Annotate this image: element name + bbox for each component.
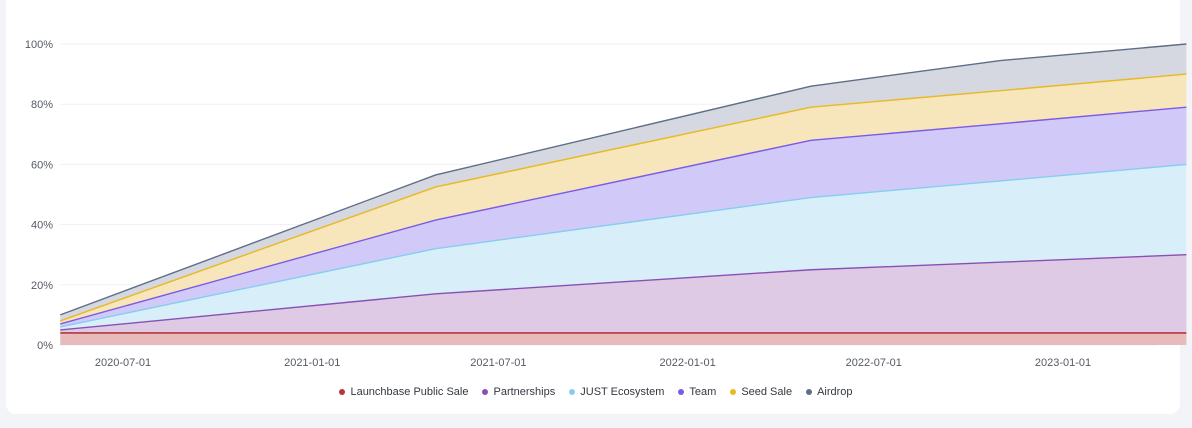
areas bbox=[60, 44, 1187, 345]
line-team bbox=[60, 106, 1187, 325]
area-launchbase-public-sale bbox=[60, 332, 1187, 345]
y-axis-ticks: 0% 20% 40% 60% 80% 100% bbox=[25, 39, 53, 352]
legend-label: Team bbox=[689, 386, 717, 398]
legend-label: JUST Ecosystem bbox=[580, 386, 665, 398]
area-team bbox=[60, 107, 1187, 327]
legend-marker bbox=[730, 389, 737, 395]
legend-label: Launchbase Public Sale bbox=[350, 386, 469, 398]
area-partnerships bbox=[60, 254, 1187, 333]
line-just-ecosystem bbox=[60, 163, 1187, 328]
x-tick-label: 2022-07-01 bbox=[846, 357, 902, 369]
y-tick-label: 0% bbox=[37, 340, 53, 352]
legend-label: Seed Sale bbox=[741, 386, 793, 398]
legend-item[interactable]: Seed Sale bbox=[730, 386, 792, 398]
y-tick-label: 80% bbox=[31, 99, 53, 111]
y-tick-label: 60% bbox=[31, 159, 53, 171]
area-airdrop bbox=[60, 44, 1187, 321]
legend-label: Partnerships bbox=[493, 386, 556, 398]
legend-marker bbox=[569, 389, 576, 395]
legend-item[interactable]: Launchbase Public Sale bbox=[339, 386, 468, 398]
legend-item[interactable]: Team bbox=[678, 386, 716, 398]
legend-marker bbox=[482, 389, 489, 395]
x-tick-label: 2021-07-01 bbox=[470, 357, 526, 369]
legend-marker bbox=[678, 389, 685, 395]
area-just-ecosystem bbox=[60, 164, 1187, 330]
x-tick-label: 2022-01-01 bbox=[659, 357, 715, 369]
x-tick-label: 2023-01-01 bbox=[1035, 357, 1091, 369]
y-tick-label: 40% bbox=[31, 220, 53, 232]
chart-legend: Launchbase Public Sale Partnerships JUST E… bbox=[0, 386, 1192, 398]
line-seed-sale bbox=[60, 73, 1187, 322]
x-tick-label: 2020-07-01 bbox=[95, 357, 151, 369]
legend-item[interactable]: Partnerships bbox=[482, 386, 555, 398]
x-axis-ticks: 2020-07-01 2021-01-01 2021-07-01 2022-01-01… bbox=[95, 357, 1091, 369]
line-partnerships bbox=[60, 254, 1187, 331]
legend-item[interactable]: Airdrop bbox=[806, 386, 853, 398]
x-tick-label: 2021-01-01 bbox=[284, 357, 340, 369]
y-tick-label: 20% bbox=[31, 280, 53, 292]
legend-label: Airdrop bbox=[817, 386, 853, 398]
legend-marker bbox=[806, 389, 813, 395]
legend-marker bbox=[339, 389, 346, 395]
series-lines bbox=[60, 43, 1187, 334]
legend-item[interactable]: JUST Ecosystem bbox=[569, 386, 664, 398]
y-tick-label: 100% bbox=[25, 39, 53, 51]
area-seed-sale bbox=[60, 74, 1187, 324]
line-airdrop bbox=[60, 43, 1187, 316]
